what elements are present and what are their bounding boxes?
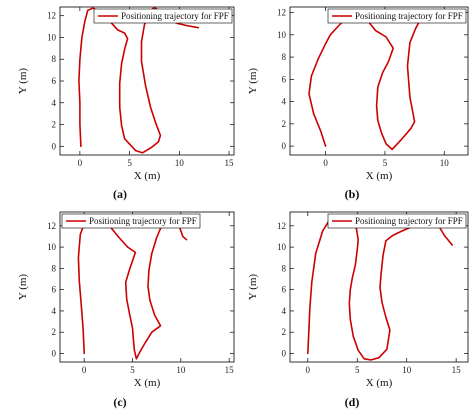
plot-frame	[289, 211, 469, 363]
chart-panel-b: 0 5 10 0 2 4 6 8 10 12 X (m) Y (m) Positioning traje…	[247, 6, 469, 201]
x-tick-label: 0	[323, 158, 328, 168]
y-tick-label: 6	[282, 74, 287, 84]
y-tick-label: 2	[52, 120, 57, 130]
legend: Positioning trajectory for FPF	[93, 8, 233, 24]
y-tick-label: 4	[52, 306, 57, 316]
y-tick-label: 8	[282, 263, 287, 273]
x-tick-label: 0	[82, 365, 87, 375]
y-tick-label: 12	[277, 8, 286, 18]
trajectory-line	[306, 214, 454, 361]
y-tick-label: 8	[52, 263, 57, 273]
legend-box	[327, 213, 467, 229]
y-tick-label: 2	[282, 327, 287, 337]
y-tick-label: 2	[52, 327, 57, 337]
y-tick-label: 4	[282, 306, 287, 316]
chart-panel-c: 0 5 10 15 0 2 4 6 8 10 12 X (m) Y (m) Positioning tra…	[17, 211, 235, 409]
y-tick-label: 12	[47, 11, 56, 21]
legend-label: Positioning trajectory for FPF	[89, 216, 197, 226]
y-tick-label: 6	[52, 285, 57, 295]
legend-label: Positioning trajectory for FPF	[121, 11, 229, 21]
plot-frame	[59, 6, 235, 156]
y-tick-label: 12	[47, 221, 56, 231]
x-axis-label: X (m)	[134, 170, 161, 182]
legend-label: Positioning trajectory for FPF	[355, 11, 463, 21]
y-axis-label: Y (m)	[17, 68, 29, 95]
y-tick-label: 0	[52, 348, 57, 358]
x-tick-label: 10	[440, 158, 450, 168]
chart-panel-d: 0 5 10 15 0 2 4 6 8 10 12 X (m) Y (m) Positioning tra…	[247, 211, 469, 409]
y-tick-label: 0	[282, 141, 287, 151]
x-tick-label: 5	[130, 365, 135, 375]
y-tick-label: 6	[52, 76, 57, 86]
y-tick-label: 10	[47, 242, 57, 252]
x-tick-label: 10	[402, 365, 412, 375]
trajectory-line	[78, 7, 199, 154]
y-tick-label: 4	[52, 98, 57, 108]
trajectory-line	[77, 215, 188, 360]
x-tick-label: 0	[306, 365, 311, 375]
y-axis-label: Y (m)	[247, 274, 259, 301]
x-axis-label: X (m)	[366, 377, 393, 389]
trajectory-line	[308, 10, 425, 151]
x-tick-label: 0	[78, 158, 83, 168]
legend-label: Positioning trajectory for FPF	[355, 216, 463, 226]
y-axis-label: Y (m)	[17, 274, 29, 301]
plot-frame	[59, 211, 235, 363]
chart-panel-a: 0 5 10 15 0 2 4 6 8 10 12 X (m) Y (m) Positioning tra…	[17, 6, 235, 201]
y-tick-label: 10	[277, 242, 287, 252]
y-tick-label: 0	[52, 141, 57, 151]
y-tick-label: 0	[282, 348, 287, 358]
y-axis-label: Y (m)	[247, 68, 259, 95]
y-tick-label: 4	[282, 97, 287, 107]
legend: Positioning trajectory for FPF	[327, 213, 467, 229]
plot-frame	[289, 6, 469, 156]
y-tick-label: 10	[277, 30, 287, 40]
y-tick-label: 2	[282, 119, 287, 129]
x-axis-label: X (m)	[134, 377, 161, 389]
legend-box	[93, 8, 233, 24]
panel-label: (d)	[345, 395, 360, 409]
x-tick-label: 10	[176, 365, 186, 375]
x-tick-label: 15	[452, 365, 462, 375]
legend-box	[61, 213, 201, 229]
legend: Positioning trajectory for FPF	[327, 8, 467, 24]
y-tick-label: 8	[282, 52, 287, 62]
x-tick-label: 5	[127, 158, 132, 168]
y-tick-label: 10	[47, 32, 57, 42]
x-tick-label: 5	[383, 158, 388, 168]
x-tick-label: 15	[225, 158, 235, 168]
x-tick-label: 10	[175, 158, 185, 168]
x-tick-label: 5	[355, 365, 360, 375]
panel-label: (a)	[113, 187, 127, 201]
legend: Positioning trajectory for FPF	[61, 213, 201, 229]
panel-label: (c)	[113, 395, 126, 409]
x-axis-label: X (m)	[366, 170, 393, 182]
legend-box	[327, 8, 467, 24]
x-tick-label: 15	[225, 365, 235, 375]
y-tick-label: 12	[277, 221, 286, 231]
y-tick-label: 8	[52, 54, 57, 64]
y-tick-label: 6	[282, 285, 287, 295]
panel-label: (b)	[345, 187, 360, 201]
